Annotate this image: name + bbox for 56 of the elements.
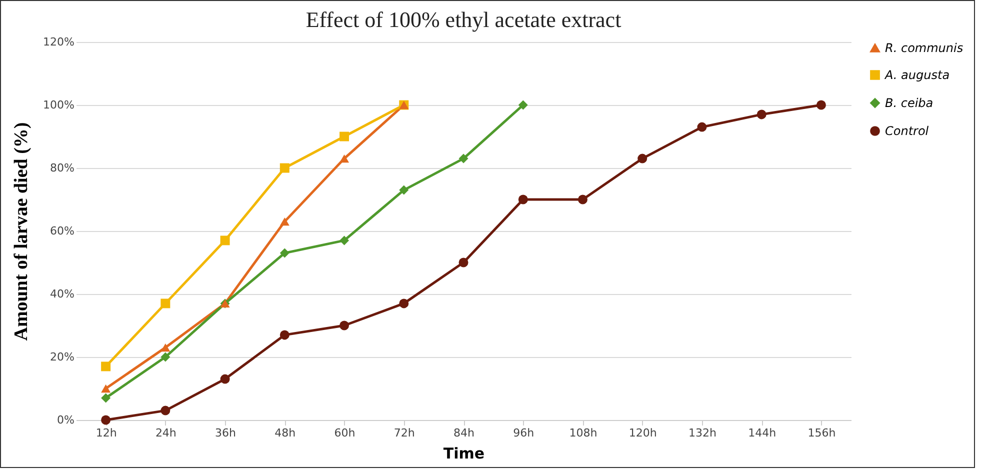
- point: [280, 163, 290, 173]
- point: [340, 154, 350, 163]
- x-axis-title: Time: [443, 444, 485, 462]
- point: [697, 122, 707, 132]
- point: [816, 100, 826, 110]
- x-tick-label: 120h: [628, 426, 657, 440]
- y-tick-label: 100%: [43, 98, 74, 112]
- x-tick-label: 108h: [569, 426, 598, 440]
- y-tick-label: 0%: [57, 414, 74, 426]
- point: [160, 406, 170, 416]
- y-tick-label: 60%: [50, 224, 74, 238]
- legend-label: Control: [885, 124, 930, 138]
- point: [340, 320, 350, 330]
- point: [160, 343, 170, 352]
- x-tick-label: 48h: [274, 426, 296, 440]
- point: [101, 393, 111, 403]
- point: [101, 362, 111, 372]
- x-tick-label: 12h: [96, 426, 117, 440]
- point: [160, 298, 170, 308]
- point: [458, 258, 468, 268]
- point: [280, 248, 290, 258]
- x-tick-label: 132h: [688, 426, 716, 440]
- point: [578, 194, 588, 204]
- point: [399, 298, 409, 308]
- x-tick-label: 144h: [748, 426, 776, 440]
- point: [220, 236, 230, 246]
- point: [518, 194, 528, 204]
- point: [280, 330, 290, 340]
- x-tick-label: 84h: [454, 426, 475, 440]
- point: [638, 154, 648, 164]
- point: [101, 384, 111, 393]
- point: [458, 154, 468, 164]
- point: [220, 374, 230, 384]
- point: [518, 100, 528, 110]
- point: [280, 217, 290, 226]
- point: [160, 352, 170, 362]
- chart-title: Effect of 100% ethyl acetate extract: [306, 7, 622, 32]
- legend-label: R. communis: [885, 41, 964, 55]
- point: [101, 415, 111, 425]
- legend-label: B. ceiba: [885, 96, 934, 110]
- y-tick-label: 120%: [43, 36, 74, 48]
- y-axis-title: Amount of larvae died (%): [11, 122, 32, 341]
- y-tick-label: 40%: [50, 288, 74, 300]
- point: [340, 236, 350, 246]
- x-tick-label: 72h: [394, 426, 415, 440]
- x-tick-label: 36h: [215, 426, 236, 440]
- y-tick-label: 20%: [50, 350, 74, 364]
- x-tick-label: 60h: [334, 426, 356, 440]
- legend-label: A. augusta: [884, 68, 950, 82]
- point: [399, 185, 409, 195]
- x-tick-label: 24h: [155, 426, 176, 440]
- y-tick-label: 80%: [50, 162, 74, 174]
- point: [756, 110, 766, 120]
- x-tick-label: 96h: [513, 426, 534, 440]
- x-tick-label: 156h: [808, 426, 836, 440]
- point: [340, 132, 350, 142]
